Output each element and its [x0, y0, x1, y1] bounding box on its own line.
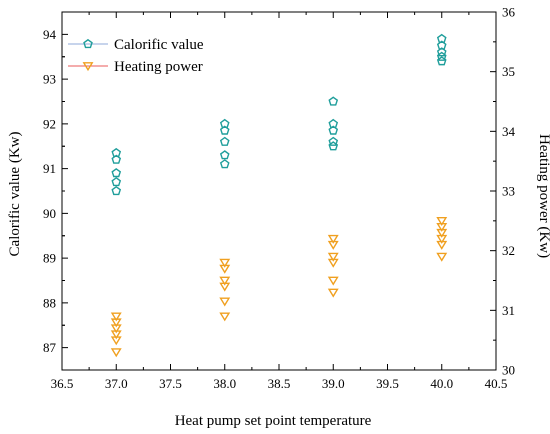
- heating-point: [327, 252, 339, 262]
- x-tick-label: 36.5: [51, 376, 74, 391]
- calorific-point: [328, 118, 339, 128]
- legend-marker-heating: [82, 62, 94, 72]
- heating-point: [110, 318, 122, 328]
- y-right-tick-label: 36: [502, 5, 516, 20]
- calorific-point: [219, 136, 230, 146]
- y-right-tick-label: 35: [502, 64, 515, 79]
- heating-point: [436, 240, 448, 250]
- y-right-axis-title: Heating power (Kw): [536, 134, 550, 258]
- heating-point: [219, 312, 231, 322]
- heating-point: [327, 276, 339, 286]
- plot-layer: 36.5 37.0 37.5 38.0 38.5 39.0 39.5 40.0 40.5 87 88…: [43, 5, 516, 392]
- calorific-point: [328, 125, 339, 135]
- calorific-point: [328, 136, 339, 146]
- heating-point: [110, 348, 122, 358]
- heating-point: [219, 264, 231, 274]
- legend-label-calorific: Calorific value: [114, 37, 204, 53]
- calorific-point: [436, 51, 447, 61]
- y-left-tick-label: 93: [43, 72, 56, 87]
- calorific-point: [328, 141, 339, 151]
- heating-point: [219, 297, 231, 307]
- y-right-tick-label: 32: [502, 243, 515, 258]
- calorific-point: [219, 125, 230, 135]
- heating-point: [436, 216, 448, 226]
- heating-point: [436, 222, 448, 232]
- heating-point: [219, 258, 231, 268]
- x-tick-label: 38.0: [213, 376, 236, 391]
- heating-point: [436, 252, 448, 262]
- y-right-tick-label: 30: [502, 363, 515, 378]
- heating-point: [436, 234, 448, 244]
- heating-point: [110, 330, 122, 340]
- heating-point: [327, 240, 339, 250]
- y-left-tick-label: 90: [43, 206, 56, 221]
- x-tick-label: 39.5: [376, 376, 399, 391]
- calorific-point: [219, 150, 230, 160]
- calorific-point: [219, 118, 230, 128]
- calorific-point: [436, 56, 447, 66]
- x-tick-label: 37.0: [105, 376, 128, 391]
- y-left-tick-label: 94: [43, 27, 57, 42]
- calorific-point: [111, 185, 122, 196]
- y-left-tick-label: 88: [43, 295, 56, 310]
- calorific-point: [111, 168, 122, 178]
- calorific-point: [436, 33, 447, 43]
- heating-point: [110, 336, 122, 346]
- x-tick-label: 39.0: [322, 376, 345, 391]
- x-tick-label: 40.0: [430, 376, 453, 391]
- legend: Calorific value Heating power: [68, 37, 204, 75]
- y-left-tick-label: 87: [43, 340, 57, 355]
- y-left-tick-label: 89: [43, 251, 56, 266]
- y-right-tick-label: 34: [502, 124, 516, 139]
- heating-point: [219, 276, 231, 286]
- calorific-point: [219, 159, 230, 169]
- heating-point: [327, 234, 339, 244]
- x-tick-label: 40.5: [485, 376, 508, 391]
- x-tick-label: 37.5: [159, 376, 182, 391]
- x-tick-label: 38.5: [268, 376, 291, 391]
- heating-point: [110, 312, 122, 322]
- y-left-tick-label: 91: [43, 161, 56, 176]
- x-axis-title: Heat pump set point temperature: [175, 413, 372, 429]
- calorific-point: [111, 154, 122, 164]
- heating-point: [219, 282, 231, 292]
- heating-point: [327, 258, 339, 268]
- heating-point: [436, 228, 448, 238]
- calorific-point: [436, 47, 447, 57]
- legend-marker-calorific: [83, 38, 93, 49]
- calorific-point: [436, 40, 447, 50]
- y-right-tick-label: 31: [502, 303, 515, 318]
- calorific-point: [111, 147, 122, 158]
- y-left-axis-title: Calorific value (Kw): [7, 132, 23, 257]
- heating-point: [110, 324, 122, 334]
- y-right-tick-label: 33: [502, 184, 515, 199]
- calorific-point: [111, 176, 122, 187]
- calorific-point: [328, 96, 339, 106]
- heating-point: [327, 288, 339, 298]
- y-left-tick-label: 92: [43, 116, 56, 131]
- legend-label-heating: Heating power: [114, 59, 203, 75]
